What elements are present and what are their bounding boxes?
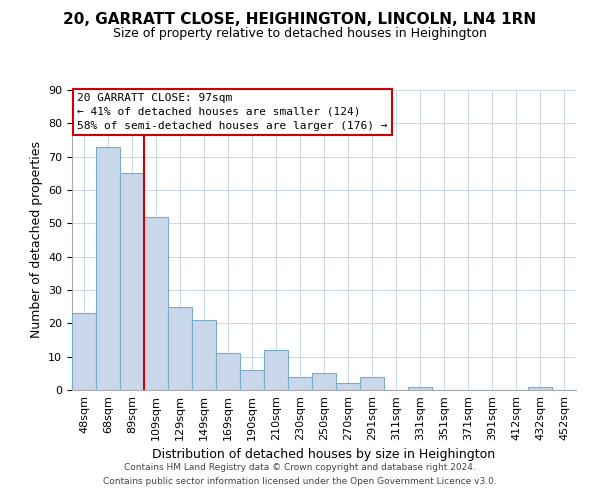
Bar <box>144 216 168 390</box>
Text: Contains HM Land Registry data © Crown copyright and database right 2024.: Contains HM Land Registry data © Crown c… <box>124 464 476 472</box>
Bar <box>360 376 384 390</box>
Bar <box>216 354 240 390</box>
X-axis label: Distribution of detached houses by size in Heighington: Distribution of detached houses by size … <box>152 448 496 461</box>
Text: Contains public sector information licensed under the Open Government Licence v3: Contains public sector information licen… <box>103 477 497 486</box>
Bar <box>120 174 144 390</box>
Bar <box>528 386 552 390</box>
Text: 20, GARRATT CLOSE, HEIGHINGTON, LINCOLN, LN4 1RN: 20, GARRATT CLOSE, HEIGHINGTON, LINCOLN,… <box>64 12 536 28</box>
Bar <box>288 376 312 390</box>
Bar <box>408 386 432 390</box>
Bar <box>96 146 120 390</box>
Bar <box>192 320 216 390</box>
Bar <box>240 370 264 390</box>
Text: Size of property relative to detached houses in Heighington: Size of property relative to detached ho… <box>113 28 487 40</box>
Bar <box>336 384 360 390</box>
Bar <box>72 314 96 390</box>
Y-axis label: Number of detached properties: Number of detached properties <box>29 142 43 338</box>
Bar <box>312 374 336 390</box>
Bar <box>264 350 288 390</box>
Bar <box>168 306 192 390</box>
Text: 20 GARRATT CLOSE: 97sqm
← 41% of detached houses are smaller (124)
58% of semi-d: 20 GARRATT CLOSE: 97sqm ← 41% of detache… <box>77 93 388 131</box>
